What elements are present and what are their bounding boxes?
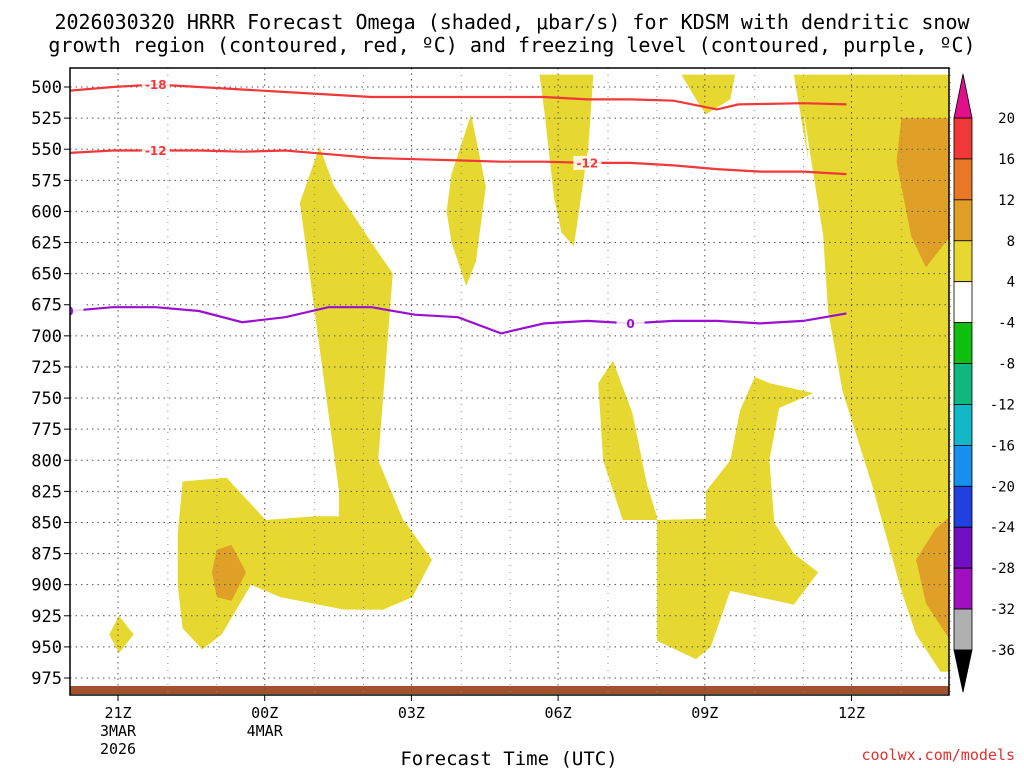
colorbar-band--8to-4	[953, 322, 973, 364]
y-tick-label-900: 900	[31, 576, 62, 596]
shade-top-right	[681, 74, 736, 115]
dendritic-minus12-label: -12	[145, 144, 167, 158]
colorbar-band-16to20	[953, 117, 973, 160]
shade-top-mid	[539, 74, 594, 247]
y-axis-pressure-ticks: 500 525 550 575 600 625 650 675 700 725 750 775 800 8…	[31, 78, 70, 689]
y-tick-label-700: 700	[31, 327, 62, 347]
freezing-level-label: 0	[65, 304, 73, 318]
colorbar-band--24to-20	[953, 485, 973, 528]
shade-lower-right	[656, 376, 819, 660]
colorbar-tick-label: -20	[990, 479, 1015, 495]
credit-text: coolwx.com/models	[861, 746, 1015, 764]
y-tick-label-775: 775	[31, 420, 62, 440]
dendritic-minus12-label: -12	[577, 156, 599, 170]
x-tick-label-06Z: 06Z	[545, 704, 572, 722]
y-tick-label-800: 800	[31, 451, 62, 471]
freezing-level-label-bg	[70, 303, 84, 318]
shade-plume-left	[177, 146, 432, 650]
colorbar-tick-label: 8	[1007, 234, 1015, 250]
colorbar-tick-label: 4	[1007, 275, 1015, 291]
freezing-level-line	[70, 306, 847, 335]
dendritic-minus18-label-bg	[141, 77, 170, 92]
colorbar-tick-label: 12	[998, 193, 1015, 209]
shade-lower-mid	[598, 360, 657, 520]
x-tick-label-21Z: 21Z	[104, 704, 131, 722]
colorbar-band-4to8	[953, 240, 973, 283]
y-tick-label-850: 850	[31, 513, 62, 533]
plot-area: -18 -12 -12 0 0	[65, 67, 951, 696]
y-tick-label-600: 600	[31, 202, 62, 222]
colorbar-top-arrow	[953, 73, 973, 119]
x-tick-sublabel: 4MAR	[247, 722, 284, 740]
x-axis-label: Forecast Time (UTC)	[400, 748, 617, 768]
ground-strip	[70, 686, 949, 694]
colorbar-band--28to-24	[953, 526, 973, 569]
colorbar-band--12to-8	[953, 363, 973, 405]
shade-max-left	[211, 544, 247, 601]
colorbar-tick-label: 20	[998, 111, 1015, 127]
colorbar-tick-label: -28	[990, 561, 1015, 577]
x-tick-label-12Z: 12Z	[838, 704, 865, 722]
y-tick-label-725: 725	[31, 358, 62, 378]
dendritic-minus18-label: -18	[145, 78, 167, 92]
y-tick-label-525: 525	[31, 109, 62, 129]
colorbar-band--4to4	[953, 281, 973, 324]
y-tick-label-650: 650	[31, 265, 62, 285]
y-tick-label-675: 675	[31, 296, 62, 316]
chart-title-line-2: growth region (contoured, red, ºC) and f…	[48, 33, 975, 57]
shade-max-right-lower	[916, 517, 949, 639]
shade-blob-small	[109, 615, 134, 654]
colorbar-band--16to-12	[953, 404, 973, 446]
colorbar-tick-label: -32	[990, 602, 1015, 618]
shade-max-right-upper	[896, 118, 949, 268]
x-tick-label-00Z: 00Z	[251, 704, 278, 722]
y-tick-label-975: 975	[31, 669, 62, 689]
colorbar-tick-label: -24	[990, 520, 1015, 536]
y-tick-label-750: 750	[31, 389, 62, 409]
colorbar-tick-label: -12	[990, 397, 1015, 413]
colorbar-tick-label: -4	[998, 316, 1015, 332]
colorbar: 20 16 12 8 4 -4 -8 -12 -16 -20 -24 -28 -32 -36	[953, 73, 1015, 693]
dendritic-minus18-line	[70, 83, 847, 111]
shade-spike-mid	[446, 114, 486, 287]
y-tick-label-950: 950	[31, 638, 62, 658]
colorbar-tick-label: 16	[998, 152, 1015, 168]
y-tick-label-825: 825	[31, 482, 62, 502]
freezing-level-label: 0	[626, 317, 634, 331]
colorbar-tick-label: -16	[990, 438, 1015, 454]
colorbar-band--36to-32	[953, 608, 973, 651]
y-tick-label-550: 550	[31, 140, 62, 160]
y-tick-label-625: 625	[31, 234, 62, 254]
colorbar-band--32to-28	[953, 567, 973, 610]
x-tick-label-03Z: 03Z	[398, 704, 425, 722]
x-tick-sublabel: 2026	[100, 740, 136, 758]
colorbar-tick-label: -36	[990, 643, 1015, 659]
x-tick-sublabel: 3MAR	[100, 722, 137, 740]
dendritic-minus12-line	[70, 149, 847, 176]
grid-lines	[69, 68, 951, 695]
colorbar-band-12to16	[953, 158, 973, 201]
omega-shading	[109, 74, 949, 672]
y-tick-label-575: 575	[31, 171, 62, 191]
colorbar-bottom-arrow	[953, 649, 973, 693]
colorbar-band--20to-16	[953, 444, 973, 487]
y-tick-label-925: 925	[31, 607, 62, 627]
colorbar-tick-label: -8	[998, 357, 1015, 373]
chart-title-line-1: 2026030320 HRRR Forecast Omega (shaded, …	[54, 10, 970, 34]
freezing-level-label-bg	[616, 316, 645, 331]
y-tick-label-875: 875	[31, 545, 62, 565]
y-tick-label-500: 500	[31, 78, 62, 98]
dendritic-minus12-label-bg	[141, 143, 170, 158]
plot-frame	[69, 67, 950, 696]
x-tick-label-09Z: 09Z	[691, 704, 718, 722]
colorbar-band-8to12	[953, 199, 973, 242]
dendritic-minus12-label-bg	[573, 155, 602, 170]
temperature-contours: -18 -12 -12 0 0	[65, 77, 847, 335]
